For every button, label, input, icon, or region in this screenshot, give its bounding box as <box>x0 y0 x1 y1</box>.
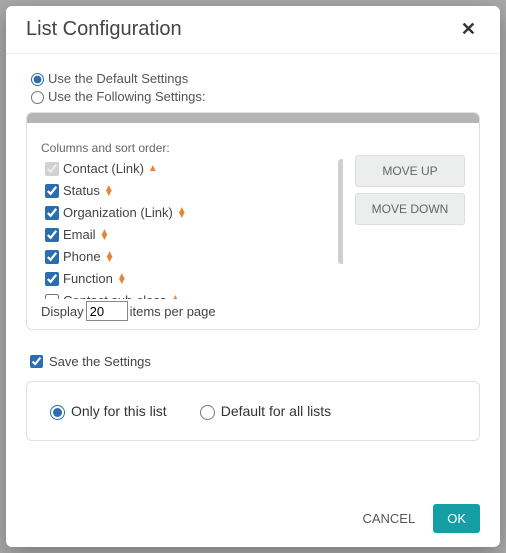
modal-footer: CANCEL OK <box>6 492 500 547</box>
use-default-radio-row[interactable]: Use the Default Settings <box>26 70 480 86</box>
column-label: Organization (Link) <box>63 204 173 222</box>
cancel-button[interactable]: CANCEL <box>358 505 419 532</box>
sort-both-icon[interactable]: ▲▼ <box>177 208 187 218</box>
sort-both-icon[interactable]: ▲▼ <box>104 186 114 196</box>
sort-both-icon[interactable]: ▲▼ <box>105 252 115 262</box>
column-checkbox[interactable] <box>45 184 59 198</box>
column-list[interactable]: Contact (Link) ▲ Status ▲▼ Organization … <box>41 159 343 299</box>
column-checkbox[interactable] <box>45 228 59 242</box>
sort-both-icon[interactable]: ▲▼ <box>170 296 180 299</box>
modal-title: List Configuration <box>26 18 182 41</box>
close-button[interactable]: ✕ <box>457 19 480 40</box>
modal-header: List Configuration ✕ <box>6 6 500 54</box>
column-item-function[interactable]: Function ▲▼ <box>41 269 343 289</box>
scope-panel: Only for this list Default for all lists <box>26 381 480 441</box>
column-item-email[interactable]: Email ▲▼ <box>41 225 343 245</box>
move-down-button[interactable]: MOVE DOWN <box>355 193 465 225</box>
column-label: Contact (Link) <box>63 160 144 178</box>
save-settings-label: Save the Settings <box>49 354 151 369</box>
column-label: Email <box>63 226 96 244</box>
only-for-list-row[interactable]: Only for this list <box>45 402 167 420</box>
columns-panel: Columns and sort order: Contact (Link) ▲… <box>26 112 480 330</box>
columns-label: Columns and sort order: <box>41 141 343 155</box>
move-up-button[interactable]: MOVE UP <box>355 155 465 187</box>
ok-button[interactable]: OK <box>433 504 480 533</box>
column-label: Contact sub-class <box>63 292 166 299</box>
column-item-contact-subclass[interactable]: Contact sub-class ▲▼ <box>41 291 343 299</box>
column-label: Status <box>63 182 100 200</box>
default-all-row[interactable]: Default for all lists <box>195 402 331 420</box>
column-checkbox[interactable] <box>45 250 59 264</box>
display-prefix: Display <box>41 304 84 319</box>
column-item-organization[interactable]: Organization (Link) ▲▼ <box>41 203 343 223</box>
use-default-radio[interactable] <box>31 73 44 86</box>
sort-up-icon[interactable]: ▲ <box>148 164 158 174</box>
column-label: Phone <box>63 248 101 266</box>
only-for-list-radio[interactable] <box>50 405 65 420</box>
use-following-label: Use the Following Settings: <box>48 89 206 104</box>
sort-both-icon[interactable]: ▲▼ <box>117 274 127 284</box>
modal-body: Use the Default Settings Use the Followi… <box>6 54 500 492</box>
column-list-wrap: Columns and sort order: Contact (Link) ▲… <box>41 141 343 321</box>
scroll-thumb[interactable] <box>338 159 343 264</box>
items-per-page-input[interactable] <box>86 301 128 321</box>
column-checkbox[interactable] <box>45 206 59 220</box>
panel-inner: Columns and sort order: Contact (Link) ▲… <box>27 123 479 329</box>
move-buttons: MOVE UP MOVE DOWN <box>355 141 465 321</box>
use-following-radio-row[interactable]: Use the Following Settings: <box>26 88 480 104</box>
use-default-label: Use the Default Settings <box>48 71 188 86</box>
column-item-phone[interactable]: Phone ▲▼ <box>41 247 343 267</box>
save-settings-row[interactable]: Save the Settings <box>26 352 480 371</box>
use-following-radio[interactable] <box>31 91 44 104</box>
column-label: Function <box>63 270 113 288</box>
only-for-list-label: Only for this list <box>71 403 167 419</box>
column-checkbox[interactable] <box>45 294 59 299</box>
display-suffix: items per page <box>130 304 216 319</box>
panel-topbar <box>27 113 479 123</box>
default-all-label: Default for all lists <box>221 403 331 419</box>
default-all-radio[interactable] <box>200 405 215 420</box>
column-item-contact[interactable]: Contact (Link) ▲ <box>41 159 343 179</box>
display-row: Display items per page <box>41 301 343 321</box>
column-item-status[interactable]: Status ▲▼ <box>41 181 343 201</box>
column-checkbox <box>45 162 59 176</box>
columns-area: Columns and sort order: Contact (Link) ▲… <box>41 141 465 321</box>
sort-both-icon[interactable]: ▲▼ <box>100 230 110 240</box>
save-settings-checkbox[interactable] <box>30 355 43 368</box>
column-checkbox[interactable] <box>45 272 59 286</box>
list-config-modal: List Configuration ✕ Use the Default Set… <box>6 6 500 547</box>
